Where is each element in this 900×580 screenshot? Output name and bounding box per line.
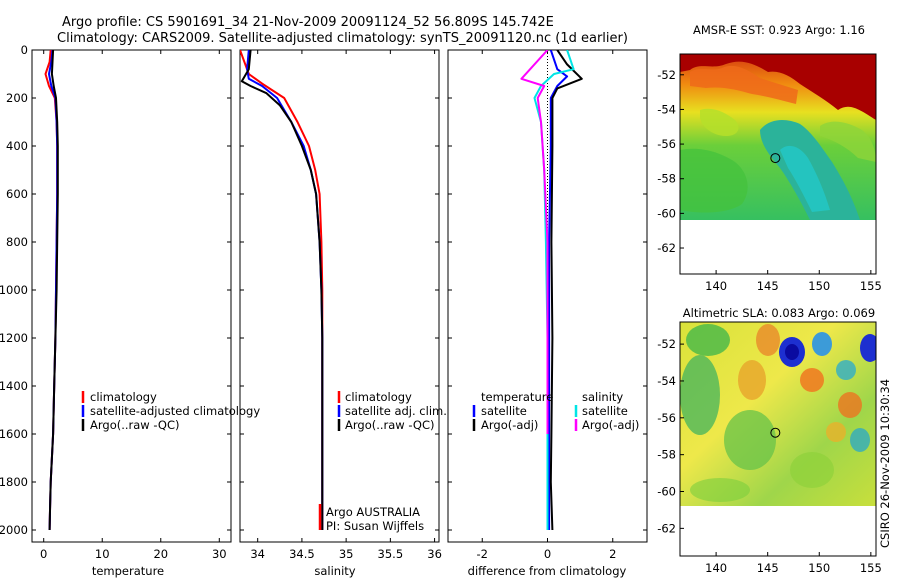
series-line xyxy=(240,50,324,530)
sla-map-image xyxy=(680,322,876,506)
series-line xyxy=(48,50,59,531)
map-x-tick-label: 150 xyxy=(808,561,830,575)
salinity-xlabel: salinity xyxy=(314,564,355,578)
y-tick-label: 600 xyxy=(6,187,28,201)
map-x-tick-label: 140 xyxy=(705,279,727,293)
depth-ticks: 0 200 400 600 800 1000 1200 1400 1600 1800 2000 xyxy=(0,43,231,537)
sla-map-title: Altimetric SLA: 0.083 Argo: 0.069 xyxy=(683,306,875,320)
y-tick-label: 200 xyxy=(6,91,28,105)
map-y-tick-label: -52 xyxy=(657,68,676,82)
temperature-ticks: 0 10 20 30 xyxy=(40,50,227,561)
legend-label-satellite: satellite-adjusted climatology xyxy=(90,404,260,418)
salinity-legend: climatology satellite adj. clim. Argo(..… xyxy=(337,390,447,432)
legend-label-satellite: satellite adj. clim. xyxy=(345,404,447,418)
y-tick-label: 1000 xyxy=(0,283,28,297)
map-x-tick-label: 145 xyxy=(757,561,779,575)
sst-map-image xyxy=(680,54,876,220)
legend-label-sal-argo: Argo(-adj) xyxy=(582,418,639,432)
argo-float-marker xyxy=(770,427,781,438)
sst-map-panel: AMSR-E SST: 0.923 Argo: 1.16 140 145 150 15… xyxy=(657,23,882,293)
salinity-axes-frame xyxy=(239,49,440,543)
x-tick-label: 36 xyxy=(427,547,442,561)
argo-info-program: Argo AUSTRALIA xyxy=(326,505,420,519)
map-y-tick-label: -62 xyxy=(657,241,676,255)
salinity-ticks: 34 34.5 35 35.5 36 xyxy=(240,49,442,561)
sla-map-frame xyxy=(679,321,877,557)
figure-title-line1: Argo profile: CS 5901691_34 21-Nov-2009 … xyxy=(62,15,554,30)
map-x-tick-label: 145 xyxy=(757,279,779,293)
y-tick-label: 400 xyxy=(6,139,28,153)
legend-header-salinity: salinity xyxy=(582,390,623,404)
sla-map-ticks: 140 145 150 155 -52 -54 -56 -58 -60 -62 xyxy=(657,337,882,575)
map-y-tick-label: -60 xyxy=(657,485,676,499)
map-y-tick-label: -52 xyxy=(657,337,676,351)
map-y-tick-label: -54 xyxy=(657,102,676,116)
sst-map-frame xyxy=(679,53,877,275)
series-line xyxy=(246,50,324,530)
credit-timestamp: CSIRO 26-Nov-2009 10:30:34 xyxy=(878,379,892,548)
map-y-tick-label: -56 xyxy=(657,411,676,425)
argo-float-marker xyxy=(770,153,781,164)
temperature-lines xyxy=(44,50,59,531)
x-tick-label: 0 xyxy=(544,547,551,561)
y-tick-label: 1800 xyxy=(0,475,28,489)
temperature-panel: 0 200 400 600 800 1000 1200 1400 1600 1800 2000 0 1… xyxy=(0,43,260,578)
x-tick-label: -2 xyxy=(477,547,488,561)
legend-label-sal-satellite: satellite xyxy=(582,404,628,418)
legend-label-climatology: climatology xyxy=(90,390,157,404)
x-tick-label: 2 xyxy=(609,547,616,561)
difference-xlabel: difference from climatology xyxy=(468,564,627,578)
legend-label-temp-argo: Argo(-adj) xyxy=(481,418,538,432)
map-y-tick-label: -58 xyxy=(657,448,676,462)
x-tick-label: 30 xyxy=(212,547,227,561)
x-tick-label: 35 xyxy=(339,547,354,561)
argo-info: Argo AUSTRALIA PI: Susan Wijffels xyxy=(318,504,424,533)
argo-info-pi: PI: Susan Wijffels xyxy=(326,519,424,533)
legend-label-argo: Argo(..raw -QC) xyxy=(345,418,435,432)
sst-map-ticks: 140 145 150 155 -52 -54 -56 -58 -60 -62 xyxy=(657,68,882,293)
sla-map-panel: Altimetric SLA: 0.083 Argo: 0.069 140 145… xyxy=(657,306,882,575)
map-y-tick-label: -56 xyxy=(657,137,676,151)
sst-map-title: AMSR-E SST: 0.923 Argo: 1.16 xyxy=(693,23,865,37)
x-tick-label: 20 xyxy=(153,547,168,561)
legend-label-argo: Argo(..raw -QC) xyxy=(90,418,180,432)
salinity-lines xyxy=(240,50,324,530)
legend-label-temp-satellite: satellite xyxy=(481,404,527,418)
map-x-tick-label: 140 xyxy=(705,561,727,575)
legend-label-climatology: climatology xyxy=(345,390,412,404)
legend-header-temperature: temperature xyxy=(481,390,553,404)
x-tick-label: 10 xyxy=(95,547,110,561)
difference-legend: temperature satellite Argo(-adj) salinit… xyxy=(472,390,639,432)
series-line xyxy=(548,50,569,530)
difference-panel: -2 0 2 difference from climatology tempera… xyxy=(447,49,648,578)
map-y-tick-label: -62 xyxy=(657,521,676,535)
salinity-panel: 34 34.5 35 35.5 36 salinity climatology sate… xyxy=(239,49,447,578)
temperature-axes-frame xyxy=(31,49,232,543)
map-y-tick-label: -60 xyxy=(657,206,676,220)
difference-lines xyxy=(520,50,583,531)
x-tick-label: 0 xyxy=(40,547,47,561)
series-line xyxy=(520,50,549,434)
y-tick-label: 1600 xyxy=(0,427,28,441)
map-y-tick-label: -54 xyxy=(657,374,676,388)
temperature-legend: climatology satellite-adjusted climatolo… xyxy=(81,390,260,432)
map-x-tick-label: 155 xyxy=(860,279,882,293)
figure-title-line2: Climatology: CARS2009. Satellite-adjuste… xyxy=(57,31,628,46)
series-line xyxy=(549,50,583,531)
x-tick-label: 34.5 xyxy=(289,547,315,561)
y-tick-label: 1200 xyxy=(0,331,28,345)
y-tick-label: 2000 xyxy=(0,523,28,537)
series-line xyxy=(240,50,324,530)
y-tick-label: 800 xyxy=(6,235,28,249)
y-tick-label: 1400 xyxy=(0,379,28,393)
map-y-tick-label: -58 xyxy=(657,172,676,186)
x-tick-label: 34 xyxy=(250,547,265,561)
difference-ticks: -2 0 2 xyxy=(448,49,647,561)
temperature-xlabel: temperature xyxy=(92,564,164,578)
x-tick-label: 35.5 xyxy=(378,547,404,561)
y-tick-label: 0 xyxy=(21,43,28,57)
map-x-tick-label: 150 xyxy=(808,279,830,293)
map-x-tick-label: 155 xyxy=(860,561,882,575)
